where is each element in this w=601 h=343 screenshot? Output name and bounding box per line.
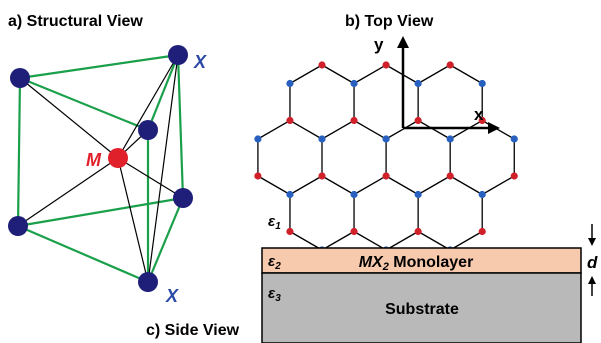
lattice-bond — [321, 230, 355, 251]
lattice-atom-red — [254, 172, 262, 180]
thickness-indicator — [588, 224, 596, 296]
lattice-atom-red — [446, 172, 454, 180]
lattice-bond — [385, 119, 419, 140]
lattice-bond — [257, 175, 291, 196]
lattice-atom-blue — [286, 190, 294, 199]
panel-b-title: b) Top View — [345, 13, 434, 30]
lattice-bond — [417, 119, 451, 140]
lattice-atom-red — [286, 116, 294, 125]
lattice-atom-red — [510, 172, 518, 180]
lattice-atom-blue — [478, 190, 486, 199]
substrate-layer — [261, 272, 582, 343]
panel-c-side-view: ε1 ε2 ε3 MX2 Monolayer Substrate d c) Si… — [146, 213, 598, 343]
atom-metal — [108, 148, 128, 168]
lattice-atom-blue — [414, 190, 422, 199]
lattice-bond — [353, 119, 387, 140]
lattice-bond — [449, 119, 483, 140]
lattice-atom-blue — [414, 79, 422, 88]
lattice-atom-red — [382, 172, 390, 180]
lattice-atom-blue — [286, 79, 294, 88]
atom-x-upper-left — [10, 68, 30, 88]
hexagonal-lattice — [254, 61, 518, 254]
lattice-bond — [321, 175, 355, 196]
atom-x-lower-front — [138, 272, 158, 292]
lattice-atom-red — [414, 227, 422, 236]
lattice-atom-red — [350, 227, 358, 236]
x-axis-arrowhead — [488, 122, 500, 134]
lattice-atom-blue — [510, 135, 518, 143]
chalcogen-atoms — [8, 45, 193, 292]
lattice-atom-blue — [350, 190, 358, 199]
lattice-atom-red — [414, 116, 422, 125]
lattice-bond — [449, 175, 483, 196]
lattice-atom-red — [478, 227, 486, 236]
atom-x-upper-front — [138, 120, 158, 140]
lattice-bond — [449, 64, 483, 85]
lattice-atom-red — [446, 61, 454, 69]
panel-a-structural-view: a) Structural View — [8, 13, 207, 306]
lattice-bond — [353, 230, 387, 251]
panel-a-title: a) Structural View — [8, 13, 143, 30]
lattice-bond — [417, 175, 451, 196]
label-metal-m: M — [86, 150, 102, 170]
lattice-bond — [257, 119, 291, 140]
lattice-bond — [321, 119, 355, 140]
panel-b-top-view: b) Top View y x — [254, 13, 518, 254]
axes-arrows — [397, 36, 500, 134]
lattice-atom-blue — [350, 79, 358, 88]
lattice-atom-blue — [382, 135, 390, 143]
lattice-bond — [449, 230, 483, 251]
label-x-top: X — [193, 52, 207, 72]
thickness-label-d: d — [587, 253, 598, 272]
lattice-bond — [385, 175, 419, 196]
lattice-atom-blue — [478, 79, 486, 88]
atom-x-lower-right — [173, 188, 193, 208]
atom-x-upper-right — [168, 45, 188, 65]
label-eps2: ε2 — [268, 253, 281, 272]
monolayer-layer — [261, 247, 582, 274]
lattice-atom-red — [318, 172, 326, 180]
label-eps3: ε3 — [268, 285, 281, 304]
label-x-bottom: X — [165, 286, 179, 306]
lattice-bond — [417, 230, 451, 251]
lattice-atom-red — [318, 61, 326, 69]
lattice-bond — [321, 64, 355, 85]
substrate-label: Substrate — [385, 301, 459, 318]
lattice-bond — [353, 175, 387, 196]
lattice-bond — [481, 119, 515, 140]
axis-label-y: y — [374, 35, 384, 54]
lattice-atom-red — [286, 227, 294, 236]
y-axis-arrowhead — [397, 36, 409, 48]
lattice-bond — [385, 230, 419, 251]
lattice-bond — [289, 64, 323, 85]
lattice-atom-blue — [318, 135, 326, 143]
lattice-bond — [289, 230, 323, 251]
lattice-atom-red — [382, 61, 390, 69]
lattice-bond — [289, 119, 323, 140]
lattice-bond — [481, 175, 515, 196]
lattice-atom-blue — [254, 135, 262, 143]
lattice-atom-red — [350, 116, 358, 125]
axis-label-x: x — [474, 105, 484, 124]
lattice-bond — [417, 64, 451, 85]
label-eps1: ε1 — [268, 213, 281, 232]
green-bonds — [16, 53, 185, 284]
panel-c-title: c) Side View — [146, 322, 240, 339]
atom-x-lower-left — [8, 216, 28, 236]
lattice-atom-red — [478, 116, 486, 125]
monolayer-label: MX2 Monolayer — [359, 254, 474, 273]
lattice-bond — [353, 64, 387, 85]
lattice-atom-blue — [446, 135, 454, 143]
lattice-bond — [289, 175, 323, 196]
